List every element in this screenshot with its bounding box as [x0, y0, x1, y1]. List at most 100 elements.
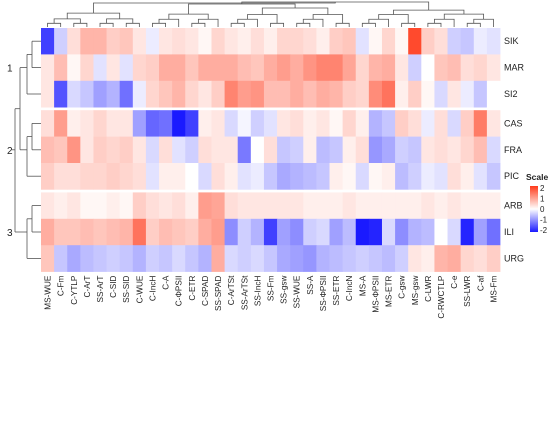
heatmap-cell — [421, 80, 435, 108]
heatmap-cell — [159, 163, 173, 190]
column-label: C-IncH — [149, 276, 158, 302]
column-label: C-ETR — [188, 276, 197, 301]
heatmap-cell — [447, 218, 462, 246]
legend-tick-label: 0 — [540, 205, 545, 214]
heatmap-cell — [224, 80, 239, 108]
heatmap-cell — [368, 80, 383, 108]
heatmap-cell — [486, 54, 501, 82]
column-label: SS-SID — [122, 276, 131, 303]
heatmap-cell — [54, 245, 68, 272]
heatmap-cell — [329, 192, 344, 220]
row-label: MAR — [504, 63, 525, 73]
heatmap-cell — [159, 110, 173, 137]
heatmap-cell — [329, 136, 344, 164]
heatmap-cell — [263, 192, 278, 220]
heatmap-cell — [460, 136, 475, 164]
heatmap-cell — [408, 245, 422, 272]
heatmap-cell — [185, 163, 199, 190]
heatmap-cell — [277, 245, 291, 272]
heatmap-cell — [329, 28, 344, 55]
heatmap-cell — [486, 245, 501, 272]
heatmap-cell — [316, 54, 330, 82]
dendrogram-branch — [106, 18, 134, 24]
heatmap-cell — [355, 136, 370, 164]
row-label: URG — [504, 253, 524, 263]
heatmap-cell — [408, 136, 422, 164]
heatmap-cell — [237, 80, 252, 108]
heatmap-cell — [172, 136, 186, 164]
heatmap-cell — [185, 28, 199, 55]
heatmap-cell — [290, 80, 304, 108]
heatmap-cell — [486, 80, 501, 108]
heatmap-cell — [67, 80, 81, 108]
heatmap-cell — [80, 80, 94, 108]
dendrogram-branch — [99, 22, 114, 27]
heatmap-cell — [473, 136, 488, 164]
legend-color-bar — [530, 186, 538, 232]
heatmap-cell — [172, 80, 186, 108]
heatmap-cell — [185, 245, 199, 272]
heatmap-cell — [198, 54, 212, 82]
heatmap-cell — [316, 110, 330, 137]
heatmap-cell — [421, 54, 435, 82]
heatmap-cell — [185, 192, 199, 220]
heatmap-cell — [41, 54, 55, 82]
heatmap-cell — [303, 110, 317, 137]
heatmap-cell — [132, 245, 147, 272]
heatmap-cell — [80, 54, 94, 82]
column-label: SS-WUE — [293, 275, 302, 308]
heatmap-cell — [237, 218, 252, 246]
heatmap-cell — [237, 163, 252, 190]
column-label: C-A — [162, 275, 171, 290]
heatmap-cell — [93, 54, 107, 82]
legend-tick-label: -1 — [540, 216, 548, 225]
row-group-label: 2 — [7, 146, 13, 157]
heatmap-cell — [342, 80, 357, 108]
heatmap-cell — [368, 163, 383, 190]
heatmap-cell — [434, 110, 448, 137]
heatmap-cell — [368, 218, 383, 246]
heatmap-cell — [80, 192, 94, 220]
dendrogram-branch — [261, 7, 329, 15]
heatmap-cell — [434, 136, 448, 164]
heatmap-cell — [67, 136, 81, 164]
heatmap-cell — [54, 54, 68, 82]
heatmap-cell — [106, 80, 121, 108]
heatmap-cell — [486, 218, 501, 246]
heatmap-cell — [119, 163, 134, 190]
column-label: C-Fm — [57, 275, 66, 296]
heatmap-cell — [237, 136, 252, 164]
dendrogram-branch — [168, 13, 209, 20]
dendrogram-branch — [66, 12, 121, 19]
column-label: SS-Fm — [267, 275, 276, 301]
heatmap-cell — [145, 136, 160, 164]
heatmap-cell — [41, 163, 55, 190]
heatmap-cell — [211, 110, 225, 137]
heatmap-cell — [447, 245, 462, 272]
column-label: SS-ETR — [332, 276, 341, 306]
heatmap-cell — [263, 80, 278, 108]
column-label: C-ArT — [83, 276, 92, 298]
heatmap-cell — [185, 110, 199, 137]
heatmap-cell — [185, 54, 199, 82]
heatmap-cell — [80, 218, 94, 246]
heatmap-cell — [368, 136, 383, 164]
heatmap-cell — [106, 192, 121, 220]
heatmap-cell — [303, 54, 317, 82]
heatmap-cell — [263, 28, 278, 55]
heatmap-cell — [93, 136, 107, 164]
heatmap-cell — [447, 28, 462, 55]
column-label: MS-A — [358, 275, 367, 296]
column-label: C-WUE — [135, 275, 144, 303]
heatmap-cell — [224, 192, 239, 220]
heatmap-cell — [342, 28, 357, 55]
heatmap-cell — [486, 28, 501, 55]
heatmap-cell — [211, 218, 225, 246]
heatmap-cell — [421, 245, 435, 272]
row-label: SI2 — [504, 89, 518, 99]
dendrogram-branch — [230, 22, 245, 27]
dendrogram-branch — [188, 3, 296, 15]
heatmap-cell — [250, 192, 265, 220]
heatmap-cell — [54, 110, 68, 137]
heatmap-cell — [303, 245, 317, 272]
